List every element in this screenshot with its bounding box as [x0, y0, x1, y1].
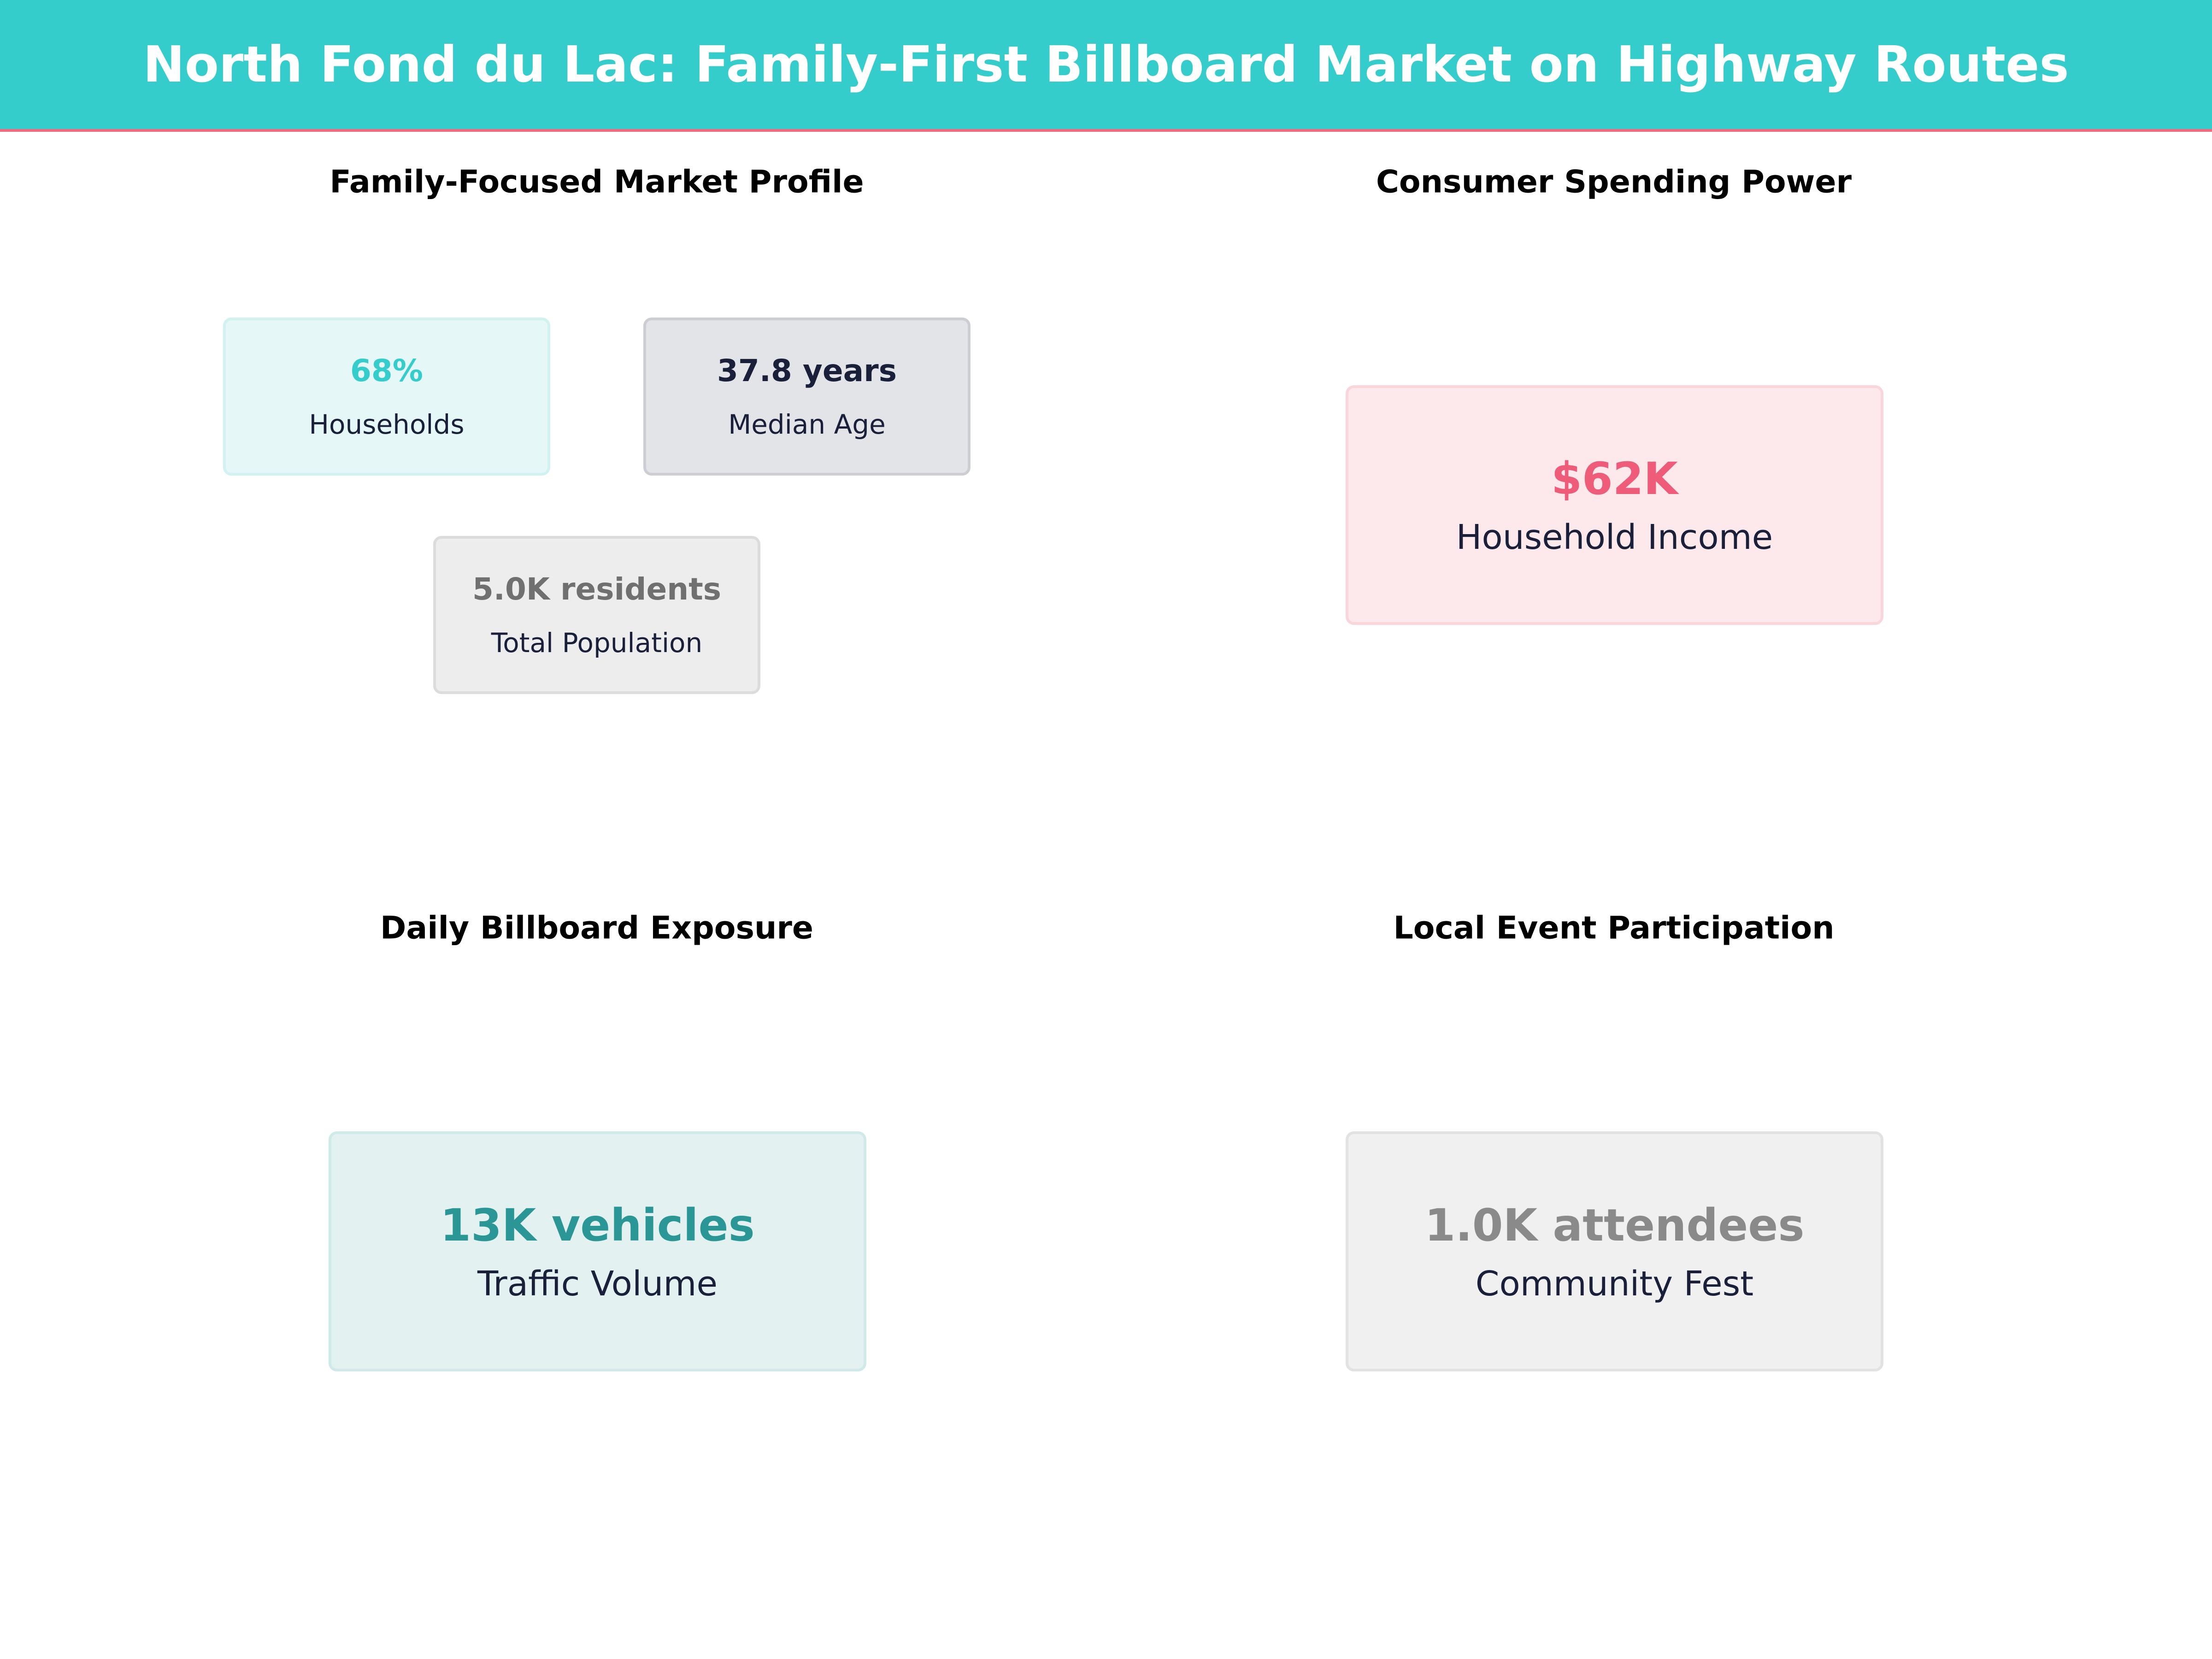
section-title-billboard-exposure: Daily Billboard Exposure: [380, 910, 814, 947]
median-age-label: Median Age: [728, 409, 886, 440]
community-fest-label: Community Fest: [1475, 1264, 1754, 1304]
section-title-market-profile: Family-Focused Market Profile: [329, 164, 864, 200]
traffic-label: Traffic Volume: [477, 1264, 718, 1304]
section-title-event-participation: Local Event Participation: [1393, 910, 1835, 947]
median-age-card: 37.8 years Median Age: [643, 318, 971, 476]
median-age-value: 37.8 years: [717, 353, 897, 388]
population-card: 5.0K residents Total Population: [433, 536, 760, 694]
population-label: Total Population: [491, 627, 703, 659]
population-value: 5.0K residents: [472, 571, 722, 607]
traffic-card: 13K vehicles Traffic Volume: [329, 1131, 866, 1371]
income-label: Household Income: [1456, 518, 1773, 557]
page-title: North Fond du Lac: Family-First Billboar…: [143, 35, 2069, 94]
income-card: $62K Household Income: [1346, 385, 1883, 625]
households-value: 68%: [350, 353, 423, 388]
community-fest-card: 1.0K attendees Community Fest: [1346, 1131, 1883, 1371]
households-card: 68% Households: [223, 318, 550, 476]
section-title-spending-power: Consumer Spending Power: [1376, 164, 1852, 200]
households-label: Households: [309, 409, 465, 440]
income-value: $62K: [1551, 453, 1678, 505]
traffic-value: 13K vehicles: [440, 1199, 755, 1251]
header-banner: North Fond du Lac: Family-First Billboar…: [0, 0, 2212, 132]
community-fest-value: 1.0K attendees: [1424, 1199, 1805, 1251]
